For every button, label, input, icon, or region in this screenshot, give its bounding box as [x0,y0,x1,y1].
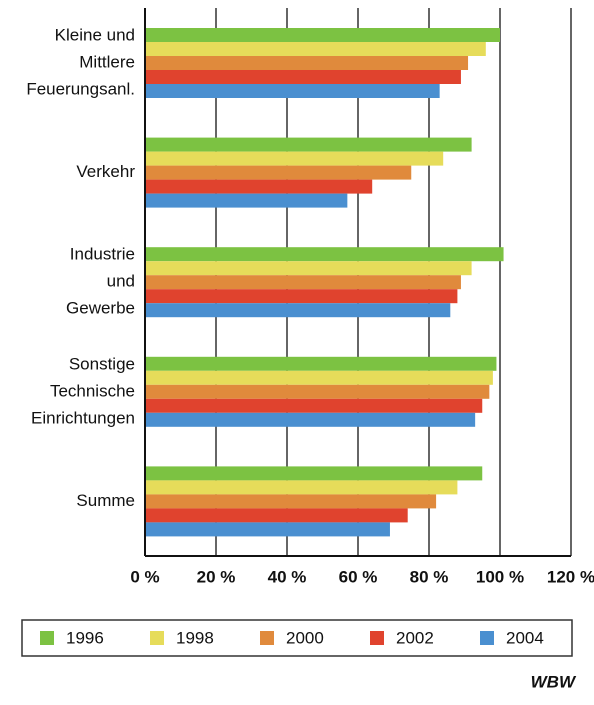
bar [145,494,437,509]
bar [145,303,451,318]
logo: WBW [531,672,577,691]
bar [145,84,440,98]
bar [145,480,458,495]
legend-label: 1998 [176,628,214,647]
legend-label: 2002 [396,628,434,647]
x-tick-label: 40 % [268,567,307,586]
y-tick-label: Mittlere [79,52,135,71]
bar [145,522,390,537]
bar [145,289,458,304]
y-tick-label: Technische [50,381,135,400]
bar [145,398,483,413]
legend-swatch [150,631,164,645]
x-tick-label: 60 % [339,567,378,586]
legend-swatch [40,631,54,645]
x-tick-label: 0 % [130,567,159,586]
x-tick-label: 100 % [476,567,524,586]
y-tick-label: Einrichtungen [31,408,135,427]
bar [145,179,373,194]
legend-swatch [480,631,494,645]
bar [145,508,408,523]
x-tick-label: 80 % [410,567,449,586]
y-tick-label: Summe [76,491,135,510]
x-tick-label: 120 % [547,567,594,586]
bar [145,370,493,385]
bar [145,466,483,481]
bar [145,56,469,70]
bar [145,151,444,166]
bar [145,261,472,276]
y-tick-label: Feuerungsanl. [26,79,135,98]
legend-swatch [260,631,274,645]
bar [145,412,476,427]
legend-box [21,619,573,657]
legend-label: 1996 [66,628,104,647]
y-tick-label: Kleine und [55,25,135,44]
y-tick-label: und [107,272,135,291]
bar [145,275,461,290]
y-tick-label: Verkehr [76,162,135,181]
bar [145,247,504,262]
bar [145,193,348,208]
legend-label: 2004 [506,628,544,647]
legend-swatch [370,631,384,645]
bar [145,42,486,56]
bar [145,165,412,180]
bar [145,137,472,152]
y-tick-label: Sonstige [69,354,135,373]
y-tick-label: Industrie [70,245,135,264]
y-tick-label: Gewerbe [66,299,135,318]
legend-label: 2000 [286,628,324,647]
bar [145,356,497,371]
bar [145,70,461,84]
x-tick-label: 20 % [197,567,236,586]
bar [145,384,490,399]
bar [145,28,500,42]
